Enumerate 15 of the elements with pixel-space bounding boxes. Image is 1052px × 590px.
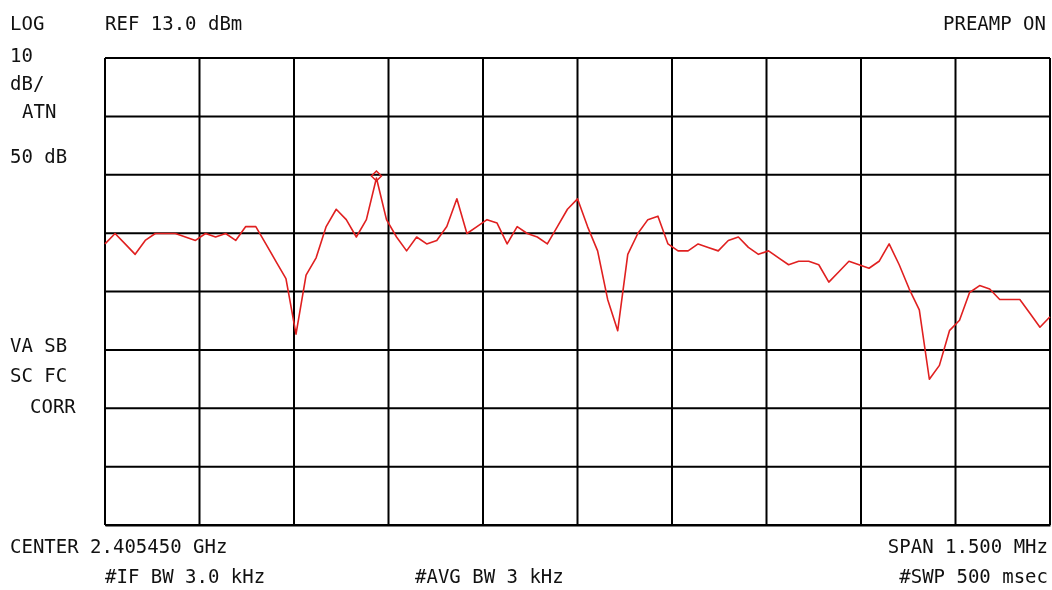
text: #AVG BW 3 kHz [415, 565, 564, 587]
text: VA SB [10, 334, 68, 356]
text: LOG [10, 12, 45, 34]
text: SC FC [10, 364, 68, 386]
text: #IF BW 3.0 kHz [105, 565, 266, 587]
text: #SWP 500 msec [899, 565, 1048, 587]
text: SPAN 1.500 MHz [887, 535, 1048, 557]
text: CENTER 2.405450 GHz [10, 535, 228, 557]
text: 10 [10, 44, 33, 66]
text: CORR [30, 395, 77, 417]
text: PREAMP ON [943, 12, 1046, 34]
text: ATN [22, 100, 57, 122]
text: REF 13.0 dBm [105, 12, 243, 34]
text: 50 dB [10, 145, 68, 167]
text: dB/ [10, 72, 45, 94]
